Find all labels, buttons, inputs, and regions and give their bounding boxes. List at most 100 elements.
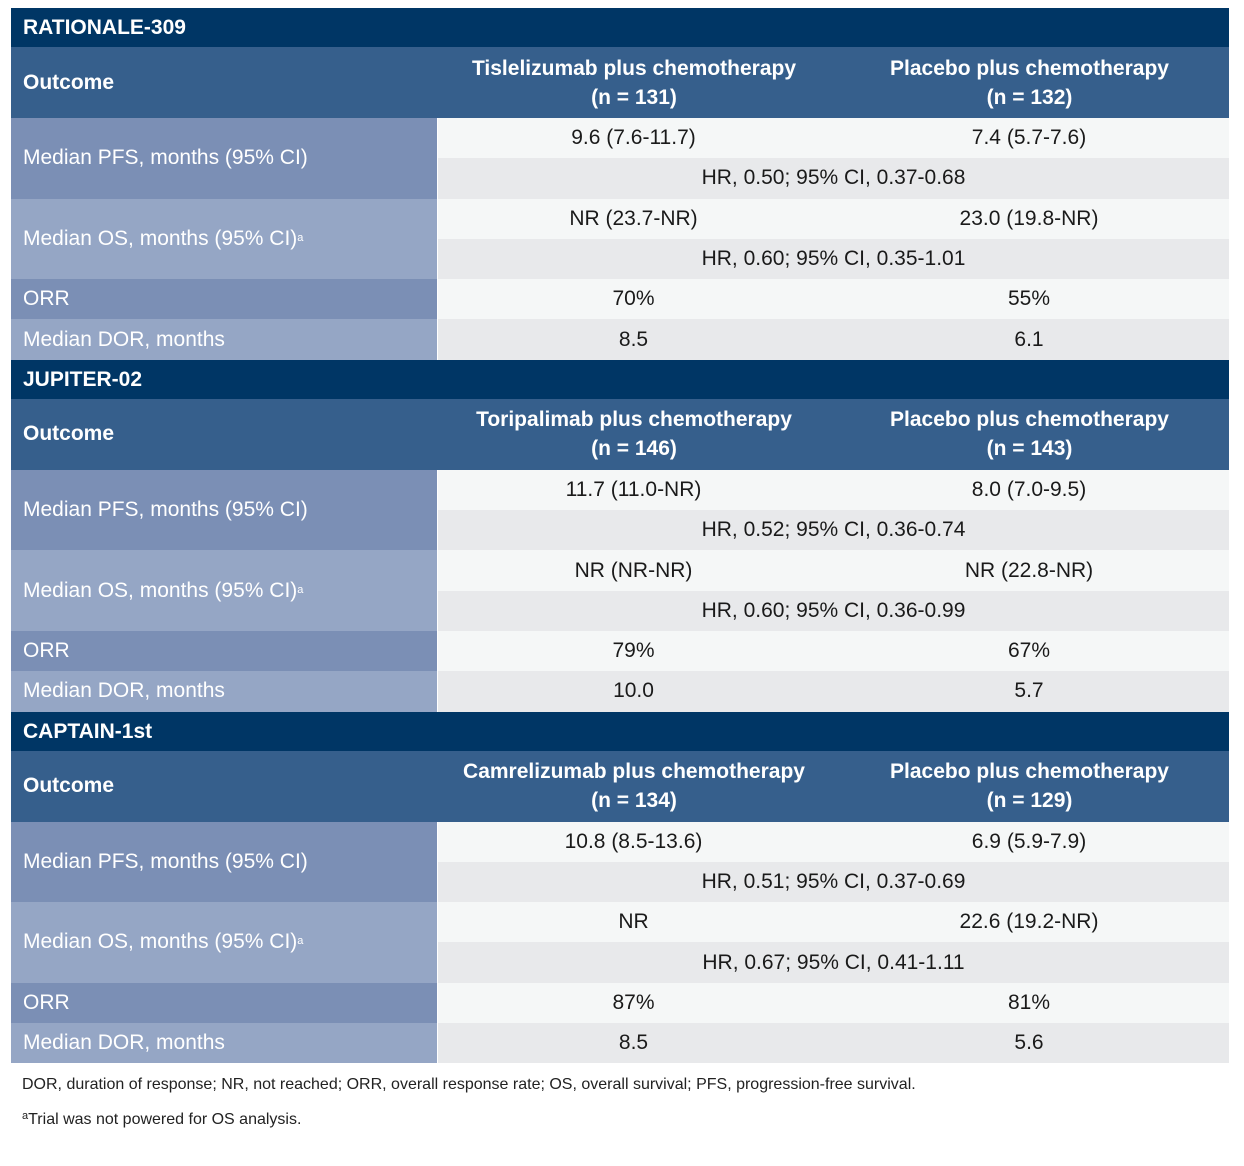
arm2-value: 23.0 (19.8-NR)	[959, 206, 1099, 230]
arm2-value: 81%	[1007, 990, 1051, 1014]
arm1-value: 87%	[612, 990, 655, 1014]
value-row: 9.6 (7.6-11.7) 7.4 (5.7-7.6)	[438, 118, 1229, 159]
table-row: Median OS, months (95% CI) a NR 22.6 (19.2…	[11, 902, 1229, 983]
column-header-row: Outcome Tislelizumab plus chemotherapy (n…	[11, 47, 1229, 118]
arm2-value: NR (22.8-NR)	[964, 558, 1094, 582]
outcome-label-text: Median DOR, months	[23, 327, 225, 351]
column-header-row: Outcome Toripalimab plus chemotherapy (n …	[11, 398, 1229, 470]
table-row: Median PFS, months (95% CI) 11.7 (11.0-N…	[11, 469, 1229, 551]
arm2-value: 7.4 (5.7-7.6)	[971, 126, 1087, 150]
trial-outcomes-table: RATIONALE-309 Outcome Tislelizumab plus …	[11, 8, 1229, 1064]
table-row: Median OS, months (95% CI) a NR (23.7-NR)…	[11, 198, 1229, 280]
footnote-marker: a	[297, 583, 304, 596]
outcome-header: Outcome	[23, 70, 115, 94]
arm1-n: (n = 134)	[591, 789, 677, 813]
outcome-label-text: Median PFS, months (95% CI)	[23, 849, 308, 873]
table-row: Median DOR, months 8.5 5.6	[11, 1023, 1229, 1064]
outcome-header: Outcome	[23, 774, 115, 798]
outcome-label: Median OS, months (95% CI) a	[11, 550, 438, 631]
outcome-label: ORR	[11, 630, 438, 672]
values: 9.6 (7.6-11.7) 7.4 (5.7-7.6) HR, 0.50; 95…	[438, 118, 1229, 199]
values: 8.5 6.1	[438, 319, 1229, 360]
values: 70% 55%	[438, 279, 1229, 320]
outcome-label-text: ORR	[23, 287, 70, 311]
trial-section: CAPTAIN-1st Outcome Camrelizumab plus ch…	[11, 711, 1229, 1064]
outcome-label: Median PFS, months (95% CI)	[11, 469, 438, 551]
outcome-label: ORR	[11, 279, 438, 320]
arm1-value: 10.0	[613, 679, 654, 703]
footnote-marker: a	[297, 935, 304, 948]
outcome-label-text: ORR	[23, 990, 70, 1014]
hazard-ratio-row: HR, 0.60; 95% CI, 0.36-0.99	[438, 590, 1229, 631]
arm1-header: Tislelizumab plus chemotherapy (n = 131)	[438, 54, 830, 112]
outcome-label-text: Median PFS, months (95% CI)	[23, 498, 308, 522]
hazard-ratio: HR, 0.50; 95% CI, 0.37-0.68	[701, 166, 966, 190]
arm1-n: (n = 146)	[591, 437, 677, 461]
footnote-abbreviations: DOR, duration of response; NR, not reach…	[22, 1076, 916, 1093]
values: NR (23.7-NR) 23.0 (19.8-NR) HR, 0.60; 95%…	[438, 198, 1229, 280]
arm2-name: Placebo plus chemotherapy	[890, 760, 1169, 784]
arm2-value: 5.6	[1014, 1031, 1044, 1055]
value-row: NR 22.6 (19.2-NR)	[438, 902, 1229, 943]
arm1-value: 11.7 (11.0-NR)	[565, 477, 702, 501]
arm2-value: 6.1	[1014, 327, 1044, 351]
table-row: ORR 79% 67%	[11, 630, 1229, 672]
outcome-label: Median OS, months (95% CI) a	[11, 902, 438, 983]
outcome-label-text: Median PFS, months (95% CI)	[23, 146, 308, 170]
values: 10.8 (8.5-13.6) 6.9 (5.9-7.9) HR, 0.51; 9…	[438, 821, 1229, 903]
arm2-header: Placebo plus chemotherapy (n = 129)	[830, 757, 1229, 815]
trial-title: JUPITER-02	[11, 359, 1229, 399]
outcome-label: Median OS, months (95% CI) a	[11, 198, 438, 280]
arm2-value: 22.6 (19.2-NR)	[959, 910, 1099, 934]
outcome-label-text: Median OS, months (95% CI)	[23, 578, 298, 602]
arm1-value: 10.8 (8.5-13.6)	[564, 829, 703, 853]
trial-title: RATIONALE-309	[11, 8, 1229, 47]
arm1-name: Camrelizumab plus chemotherapy	[463, 760, 805, 784]
arm2-n: (n = 132)	[986, 85, 1073, 109]
arm1-value: NR	[618, 910, 649, 934]
outcome-label-text: Median OS, months (95% CI)	[23, 226, 298, 250]
outcome-label: Median PFS, months (95% CI)	[11, 821, 438, 903]
hazard-ratio-row: HR, 0.50; 95% CI, 0.37-0.68	[438, 158, 1229, 199]
outcome-label: ORR	[11, 982, 438, 1024]
arm2-n: (n = 143)	[986, 437, 1073, 461]
outcome-label: Median DOR, months	[11, 1023, 438, 1064]
arm2-header: Placebo plus chemotherapy (n = 132)	[830, 54, 1229, 112]
values: NR (NR-NR) NR (22.8-NR) HR, 0.60; 95% CI,…	[438, 550, 1229, 631]
value-row: NR (23.7-NR) 23.0 (19.8-NR)	[438, 198, 1229, 239]
arm1-value: 70%	[612, 287, 655, 311]
hazard-ratio-row: HR, 0.52; 95% CI, 0.36-0.74	[438, 510, 1229, 551]
hazard-ratio: HR, 0.67; 95% CI, 0.41-1.11	[702, 950, 965, 974]
table-row: ORR 70% 55%	[11, 279, 1229, 320]
footnote-a-text: Trial was not powered for OS analysis.	[28, 1111, 302, 1128]
value-row: 8.5 6.1	[438, 319, 1229, 360]
table-row: ORR 87% 81%	[11, 982, 1229, 1024]
hazard-ratio-row: HR, 0.51; 95% CI, 0.37-0.69	[438, 861, 1229, 903]
hazard-ratio-row: HR, 0.60; 95% CI, 0.35-1.01	[438, 238, 1229, 280]
hazard-ratio: HR, 0.60; 95% CI, 0.35-1.01	[701, 247, 966, 271]
arm1-value: 8.5	[618, 327, 649, 351]
arm2-n: (n = 129)	[986, 789, 1073, 813]
arm2-value: 55%	[1007, 287, 1051, 311]
outcome-label-text: Median DOR, months	[23, 1031, 225, 1055]
arm2-value: 67%	[1007, 639, 1051, 663]
arm1-name: Toripalimab plus chemotherapy	[476, 408, 792, 432]
outcome-label-text: Median DOR, months	[23, 679, 225, 703]
arm1-header: Toripalimab plus chemotherapy (n = 146)	[438, 405, 830, 463]
arm2-header: Placebo plus chemotherapy (n = 143)	[830, 405, 1229, 463]
arm2-value: 5.7	[1014, 679, 1044, 703]
hazard-ratio: HR, 0.52; 95% CI, 0.36-0.74	[701, 518, 966, 542]
table-row: Median DOR, months 10.0 5.7	[11, 671, 1229, 712]
outcome-header: Outcome	[23, 422, 115, 446]
value-row: 79% 67%	[438, 630, 1229, 672]
arm2-name: Placebo plus chemotherapy	[890, 408, 1169, 432]
arm2-name: Placebo plus chemotherapy	[890, 56, 1169, 80]
values: NR 22.6 (19.2-NR) HR, 0.67; 95% CI, 0.41-…	[438, 902, 1229, 983]
value-row: 10.0 5.7	[438, 671, 1229, 712]
value-row: 10.8 (8.5-13.6) 6.9 (5.9-7.9)	[438, 821, 1229, 862]
trial-section: RATIONALE-309 Outcome Tislelizumab plus …	[11, 8, 1229, 360]
table-row: Median OS, months (95% CI) a NR (NR-NR) NR…	[11, 550, 1229, 631]
hazard-ratio: HR, 0.51; 95% CI, 0.37-0.69	[701, 870, 966, 893]
footnote-a: aTrial was not powered for OS analysis.	[22, 1110, 302, 1129]
outcome-label: Median PFS, months (95% CI)	[11, 118, 438, 199]
